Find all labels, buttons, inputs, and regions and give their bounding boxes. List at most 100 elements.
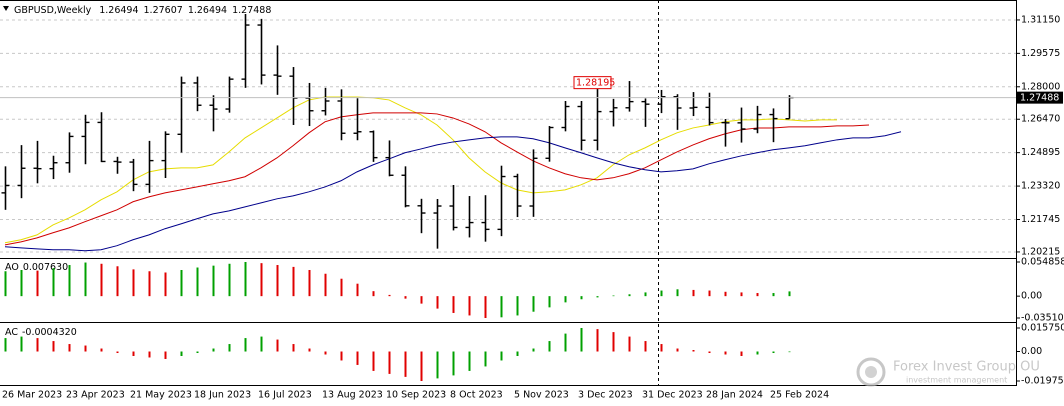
histogram-bar: [596, 329, 599, 352]
histogram-bar: [468, 296, 471, 316]
y-tick-label: 0.0157503: [1021, 323, 1064, 334]
histogram-bar: [148, 351, 151, 358]
histogram-bar: [500, 296, 503, 318]
x-tick-label: 18 Jun 2023: [194, 390, 251, 401]
x-tick-label: 8 Oct 2023: [450, 390, 503, 401]
histogram-bar: [20, 270, 23, 297]
y-tick-label: 0.054858: [1021, 257, 1064, 268]
histogram-bar: [436, 296, 439, 309]
histogram-bar: [564, 333, 567, 352]
x-tick-label: 5 Nov 2023: [514, 390, 569, 401]
y-tick-label: -0.035104: [1021, 313, 1064, 324]
histogram-bar: [180, 270, 183, 297]
y-tick-label: 1.29575: [1021, 48, 1060, 59]
close-value: 1.27488: [232, 5, 271, 16]
x-tick-label: 21 May 2023: [130, 390, 192, 401]
histogram-bar: [164, 351, 167, 359]
histogram-bar: [340, 278, 343, 297]
histogram-bar: [468, 351, 471, 371]
histogram-bar: [580, 296, 583, 300]
x-tick-label: 3 Dec 2023: [578, 390, 633, 401]
histogram-bar: [308, 270, 311, 297]
x-tick-label: 25 Feb 2024: [770, 390, 829, 401]
open-value: 1.26494: [99, 5, 138, 16]
histogram-bar: [244, 338, 247, 352]
y-tick-label: 1.28000: [1021, 81, 1060, 92]
histogram-bar: [228, 344, 231, 352]
histogram-bar: [660, 344, 663, 352]
histogram-bar: [84, 345, 87, 352]
histogram-bar: [788, 291, 791, 297]
histogram-bar: [452, 296, 455, 313]
histogram-bar: [564, 296, 567, 303]
histogram-bar: [292, 266, 295, 297]
histogram-bar: [324, 351, 327, 355]
y-tick-label: 1.20215: [1021, 246, 1060, 257]
histogram-bar: [420, 351, 423, 381]
last-price-box: [1017, 91, 1063, 104]
histogram-bar: [644, 292, 647, 297]
y-tick-label: 1.23320: [1021, 181, 1060, 192]
histogram-bar: [388, 351, 391, 374]
watermark-subtitle: investment management: [906, 376, 1007, 385]
ao-header: AO 0.007630: [5, 262, 68, 273]
high-value: 1.27607: [144, 5, 183, 16]
histogram-bar: [20, 336, 23, 352]
histogram-bar: [148, 271, 151, 297]
histogram-bar: [452, 351, 455, 376]
histogram-bar: [324, 273, 327, 297]
histogram-bar: [4, 271, 7, 297]
histogram-bar: [628, 294, 631, 297]
y-tick-label: 0.00: [1021, 346, 1042, 357]
histogram-bar: [404, 351, 407, 377]
chart-header: GBPUSD,Weekly 1.26494 1.27607 1.26494 1.2748…: [14, 5, 271, 16]
histogram-bar: [52, 268, 55, 297]
histogram-bar: [740, 351, 743, 356]
histogram-bar: [484, 351, 487, 367]
histogram-bar: [196, 267, 199, 297]
histogram-bar: [132, 351, 135, 356]
histogram-bar: [244, 262, 247, 297]
histogram-bar: [756, 293, 759, 297]
histogram-bar: [692, 350, 695, 352]
histogram-bar: [500, 351, 503, 361]
ac-current: -0.0004320: [22, 327, 77, 338]
histogram-bar: [404, 296, 407, 299]
histogram-bar: [596, 296, 599, 298]
histogram-bar: [724, 351, 727, 355]
histogram-bar: [676, 289, 679, 297]
histogram-bar: [36, 338, 39, 352]
histogram-bar: [292, 344, 295, 352]
histogram-bar: [308, 348, 311, 352]
ac-title: AC: [5, 327, 18, 338]
histogram-bar: [436, 351, 439, 379]
histogram-bar: [372, 351, 375, 371]
y-tick-label: -0.019756: [1021, 376, 1064, 387]
histogram-bar: [4, 338, 7, 352]
moving-average: [4, 131, 902, 252]
histogram-bar: [260, 263, 263, 297]
histogram-bar: [580, 328, 583, 352]
histogram-bar: [164, 272, 167, 297]
histogram-bar: [228, 263, 231, 297]
histogram-bar: [52, 341, 55, 352]
histogram-bar: [356, 283, 359, 297]
histogram-bar: [260, 336, 263, 352]
histogram-bar: [612, 295, 615, 297]
x-tick-label: 13 Aug 2023: [322, 390, 383, 401]
histogram-bar: [212, 348, 215, 352]
x-tick-label: 16 Jul 2023: [258, 390, 312, 401]
histogram-bar: [100, 348, 103, 352]
histogram-bar: [212, 265, 215, 297]
histogram-bar: [660, 290, 663, 297]
histogram-bar: [100, 263, 103, 297]
y-tick-label: 1.24895: [1021, 147, 1060, 158]
chart-title: GBPUSD,Weekly: [14, 5, 92, 16]
histogram-bar: [772, 293, 775, 297]
histogram-bar: [420, 296, 423, 304]
histogram-bar: [532, 296, 535, 312]
watermark-logo: [865, 366, 877, 378]
y-tick-label: 0.00: [1021, 291, 1042, 302]
